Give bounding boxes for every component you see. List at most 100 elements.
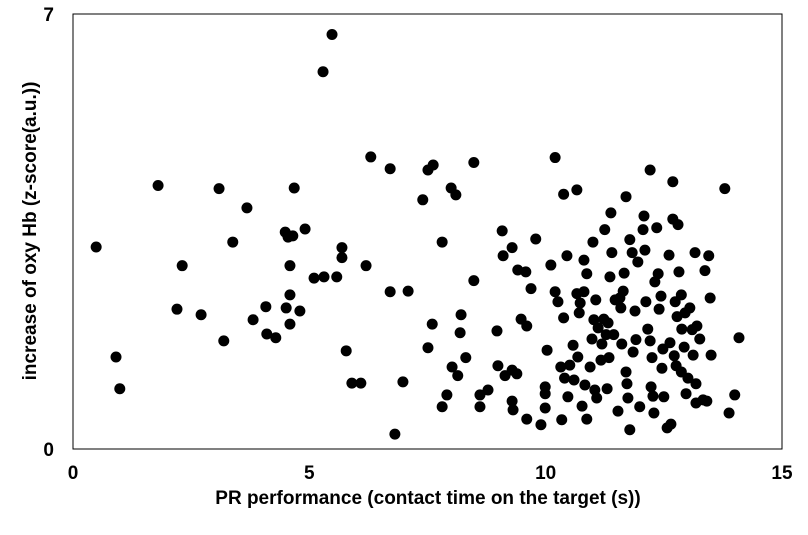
point	[539, 388, 551, 400]
point	[675, 289, 687, 301]
point	[497, 250, 509, 262]
point	[284, 260, 296, 272]
point	[506, 242, 518, 254]
point	[427, 159, 439, 171]
point	[559, 372, 571, 384]
point	[608, 329, 620, 341]
point	[491, 325, 503, 337]
point	[318, 271, 330, 283]
point	[562, 391, 574, 403]
x-tick-label: 0	[68, 463, 79, 484]
point	[545, 259, 557, 271]
point	[657, 343, 669, 355]
point	[578, 286, 590, 298]
point	[384, 286, 396, 298]
point	[521, 413, 533, 425]
point	[384, 163, 396, 175]
point	[627, 346, 639, 358]
point	[525, 283, 537, 295]
point	[637, 224, 649, 236]
point	[535, 419, 547, 431]
point	[603, 352, 615, 364]
point	[586, 333, 598, 345]
point	[584, 361, 596, 373]
point	[703, 250, 715, 262]
point	[581, 413, 593, 425]
point	[652, 268, 664, 280]
point	[617, 285, 629, 297]
point	[599, 224, 611, 236]
point	[602, 317, 614, 329]
point	[417, 194, 429, 206]
point	[647, 390, 659, 402]
point	[676, 323, 688, 335]
point	[651, 222, 663, 234]
point	[308, 272, 320, 284]
point	[474, 389, 486, 401]
point	[539, 402, 551, 414]
point	[632, 256, 644, 268]
point	[530, 233, 542, 245]
point	[644, 164, 656, 176]
point	[605, 207, 617, 219]
point	[454, 327, 466, 339]
point	[556, 414, 568, 426]
point	[581, 268, 593, 280]
point	[468, 275, 480, 287]
point	[626, 247, 638, 259]
point	[634, 401, 646, 413]
point	[642, 323, 654, 335]
point	[558, 312, 570, 324]
point	[288, 182, 300, 194]
point	[241, 202, 253, 214]
point	[620, 191, 632, 203]
point	[705, 349, 717, 361]
point	[299, 223, 311, 235]
point	[604, 271, 616, 283]
point	[576, 400, 588, 412]
point	[511, 368, 523, 380]
point	[110, 351, 122, 363]
point	[397, 376, 409, 388]
point	[284, 289, 296, 301]
point	[389, 428, 401, 440]
point	[270, 332, 282, 344]
point	[682, 372, 694, 384]
point	[587, 236, 599, 248]
point	[704, 292, 716, 304]
point	[624, 234, 636, 246]
point	[567, 339, 579, 351]
point	[571, 184, 583, 196]
point	[729, 389, 741, 401]
point	[640, 296, 652, 308]
point	[701, 395, 713, 407]
point	[436, 401, 448, 413]
point	[340, 345, 352, 357]
point	[260, 301, 272, 313]
point	[592, 322, 604, 334]
point	[733, 332, 745, 344]
point	[622, 392, 634, 404]
point	[606, 247, 618, 259]
point	[574, 297, 586, 309]
point	[346, 377, 358, 389]
point	[355, 377, 367, 389]
point	[664, 337, 676, 349]
point	[218, 335, 230, 347]
point	[336, 242, 348, 254]
point	[114, 383, 126, 395]
point	[624, 424, 636, 436]
point	[719, 183, 731, 195]
point	[639, 244, 651, 256]
point	[672, 219, 684, 231]
point	[450, 189, 462, 201]
point	[680, 388, 692, 400]
plot-frame	[72, 13, 783, 450]
point	[684, 302, 696, 314]
point	[667, 176, 679, 188]
point	[616, 338, 628, 350]
point	[426, 318, 438, 330]
point	[691, 320, 703, 332]
point	[213, 183, 225, 195]
